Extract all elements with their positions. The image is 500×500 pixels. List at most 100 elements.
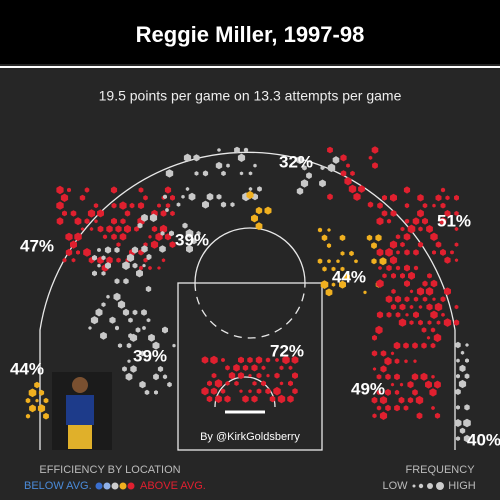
hex bbox=[430, 342, 436, 349]
hex bbox=[404, 249, 410, 256]
hex bbox=[34, 381, 40, 389]
hex bbox=[92, 270, 97, 277]
hex bbox=[122, 261, 130, 270]
hex bbox=[101, 271, 106, 276]
hex bbox=[134, 226, 139, 232]
photo-head bbox=[72, 377, 88, 393]
hex bbox=[127, 359, 131, 363]
hex bbox=[425, 380, 432, 389]
hex bbox=[114, 278, 120, 285]
hex bbox=[128, 317, 133, 323]
legend-colors bbox=[95, 482, 135, 490]
hex bbox=[62, 257, 67, 263]
legend-swatch bbox=[95, 482, 103, 490]
hex bbox=[102, 234, 108, 240]
hex bbox=[255, 356, 263, 364]
hex bbox=[210, 355, 218, 365]
hex bbox=[390, 382, 395, 387]
hex bbox=[95, 308, 103, 317]
hex bbox=[416, 412, 423, 420]
hex bbox=[141, 213, 148, 222]
hex bbox=[288, 380, 293, 387]
hex bbox=[106, 256, 113, 264]
header-band bbox=[0, 0, 500, 64]
hex bbox=[70, 240, 77, 249]
hex bbox=[382, 194, 387, 201]
hex bbox=[136, 269, 143, 278]
hex bbox=[395, 312, 401, 318]
hex bbox=[426, 336, 431, 340]
hex bbox=[288, 365, 293, 370]
hex bbox=[417, 241, 424, 248]
hex bbox=[76, 250, 80, 255]
hex bbox=[202, 170, 209, 177]
hex bbox=[279, 381, 284, 386]
legend-title: EFFICIENCY BY LOCATION bbox=[39, 464, 180, 476]
hex bbox=[157, 366, 164, 372]
hex bbox=[120, 218, 126, 225]
hex bbox=[456, 373, 460, 379]
hex bbox=[201, 387, 209, 396]
hex bbox=[234, 380, 239, 386]
zone-label: 72% bbox=[270, 341, 304, 360]
hex bbox=[131, 246, 139, 254]
hex bbox=[176, 202, 181, 207]
hex bbox=[116, 242, 121, 247]
hex bbox=[43, 412, 49, 420]
hex bbox=[408, 271, 415, 280]
hex bbox=[165, 169, 174, 178]
hex bbox=[322, 266, 327, 272]
hex bbox=[237, 372, 245, 380]
hex bbox=[216, 194, 222, 200]
hex bbox=[138, 187, 144, 193]
hex bbox=[172, 343, 176, 348]
hex bbox=[122, 308, 130, 316]
hex bbox=[94, 219, 98, 224]
hex bbox=[113, 292, 121, 301]
hex bbox=[186, 245, 193, 253]
hex bbox=[389, 240, 398, 249]
hex bbox=[56, 201, 64, 210]
hex bbox=[350, 170, 355, 176]
zone-label: 39% bbox=[133, 346, 167, 365]
hex bbox=[430, 279, 438, 288]
hex bbox=[391, 272, 396, 279]
hex bbox=[160, 231, 165, 236]
hex bbox=[418, 319, 423, 326]
hex bbox=[393, 341, 401, 350]
hex bbox=[296, 187, 304, 195]
hex bbox=[340, 170, 347, 177]
hex bbox=[463, 434, 471, 443]
hex bbox=[444, 210, 451, 217]
hex bbox=[220, 388, 226, 394]
hex bbox=[256, 388, 262, 394]
hex bbox=[37, 404, 46, 413]
hex bbox=[430, 327, 436, 333]
hex bbox=[455, 341, 461, 349]
hex bbox=[422, 217, 428, 225]
hex bbox=[185, 187, 190, 191]
hex bbox=[394, 295, 402, 303]
hex bbox=[165, 203, 171, 209]
key bbox=[177, 282, 323, 451]
hex bbox=[97, 209, 104, 218]
hex bbox=[372, 413, 377, 419]
hex bbox=[400, 226, 405, 232]
hex bbox=[327, 228, 331, 232]
hex bbox=[83, 248, 91, 257]
hex bbox=[234, 146, 240, 154]
hex bbox=[385, 248, 393, 257]
hex bbox=[181, 194, 185, 199]
hex bbox=[409, 320, 414, 325]
hex bbox=[149, 213, 158, 222]
legend-swatch bbox=[127, 482, 135, 490]
hex bbox=[317, 227, 323, 233]
hex bbox=[465, 358, 469, 363]
hex bbox=[327, 163, 336, 173]
hex bbox=[148, 333, 155, 342]
hex bbox=[185, 229, 194, 238]
credit: By @KirkGoldsberry bbox=[200, 431, 300, 443]
hex bbox=[432, 203, 436, 208]
hex bbox=[124, 210, 131, 217]
hex bbox=[243, 147, 249, 153]
